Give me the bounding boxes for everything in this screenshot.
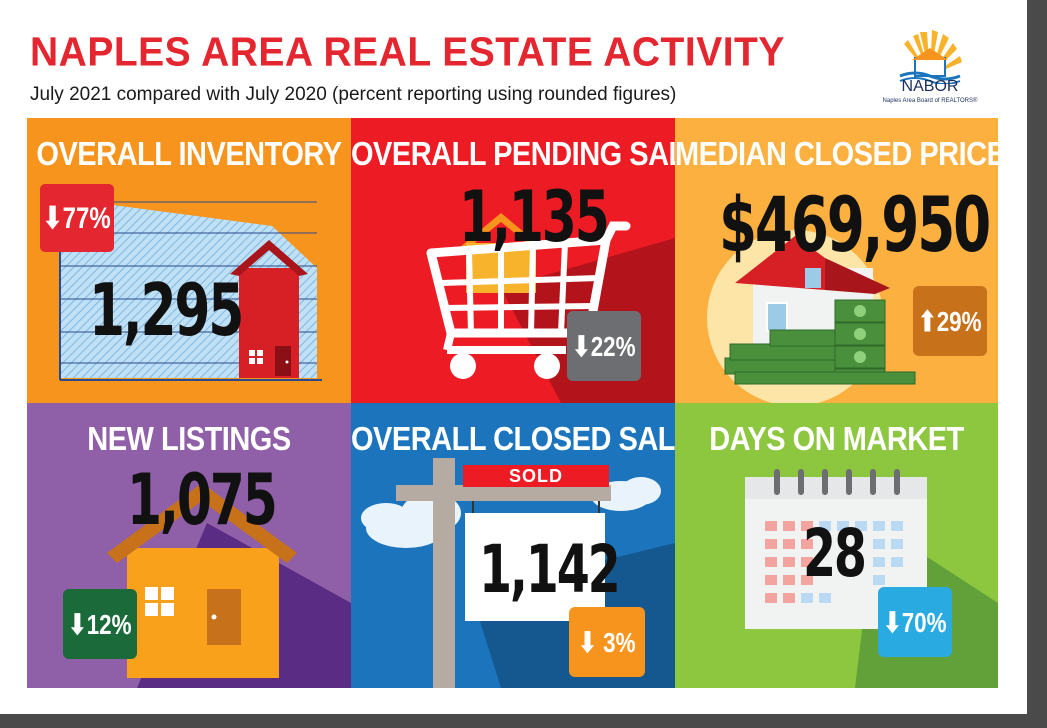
house-money-icon (707, 230, 916, 403)
pending-change: ⬇22% (572, 330, 636, 362)
median-value: $469,950 (719, 180, 991, 269)
page-title: NAPLES AREA REAL ESTATE ACTIVITY (30, 30, 785, 76)
panel-days-on-market: DAYS ON MARKET 28 ⬇70% (675, 403, 998, 688)
days-change-badge: ⬇70% (878, 587, 952, 657)
panel-overall-pending-sales: OVERALL PENDING SALES 1,135 ⬇22% (351, 118, 675, 403)
inventory-change: ⬇77% (42, 201, 112, 235)
closed-value: 1,142 (479, 531, 621, 608)
pending-value: 1,135 (459, 176, 610, 258)
inventory-change-badge: ⬇77% (40, 184, 114, 252)
closed-change-badge: ⬇ 3% (569, 607, 645, 677)
listings-title: NEW LISTINGS (87, 421, 291, 458)
days-change: ⬇70% (883, 606, 947, 638)
pending-title: OVERALL PENDING SALES (351, 136, 675, 173)
inventory-chart-icon (40, 184, 322, 381)
logo-name: NABOR (901, 78, 959, 95)
panel-median-closed-price: MEDIAN CLOSED PRICE $469,950 ⬆29% (675, 118, 998, 403)
logo-full-name: Naples Area Board of REALTORS® (882, 98, 978, 104)
listings-change: ⬇12% (68, 608, 132, 640)
median-title: MEDIAN CLOSED PRICE (675, 136, 998, 173)
sold-label: SOLD (508, 466, 563, 486)
infographic-page: NAPLES AREA REAL ESTATE ACTIVITY July 20… (0, 0, 1027, 714)
median-change: ⬆29% (918, 305, 982, 337)
closed-change: ⬇ 3% (578, 626, 636, 658)
days-title: DAYS ON MARKET (709, 421, 964, 458)
listings-value: 1,075 (127, 459, 278, 541)
house-icon (107, 483, 351, 688)
days-value: 28 (803, 515, 867, 592)
panel-overall-inventory: OVERALL INVENTORY ⬇77% 1,295 (27, 118, 351, 403)
closed-title: OVERALL CLOSED SALES (351, 421, 675, 458)
listings-change-badge: ⬇12% (63, 589, 137, 659)
inventory-title: OVERALL INVENTORY (36, 136, 342, 173)
page-subtitle: July 2021 compared with July 2020 (perce… (30, 84, 677, 105)
nabor-logo: NABOR Naples Area Board of REALTORS® (880, 24, 980, 114)
median-change-badge: ⬆29% (913, 286, 987, 356)
panel-new-listings: NEW LISTINGS 1,075 ⬇12% (27, 403, 351, 688)
pending-change-badge: ⬇22% (567, 311, 641, 381)
inventory-value: 1,295 (89, 268, 244, 352)
panel-overall-closed-sales: OVERALL CLOSED SALES SOLD 1,142 ⬇ 3% (351, 403, 675, 688)
sun-logo-icon (899, 30, 962, 84)
